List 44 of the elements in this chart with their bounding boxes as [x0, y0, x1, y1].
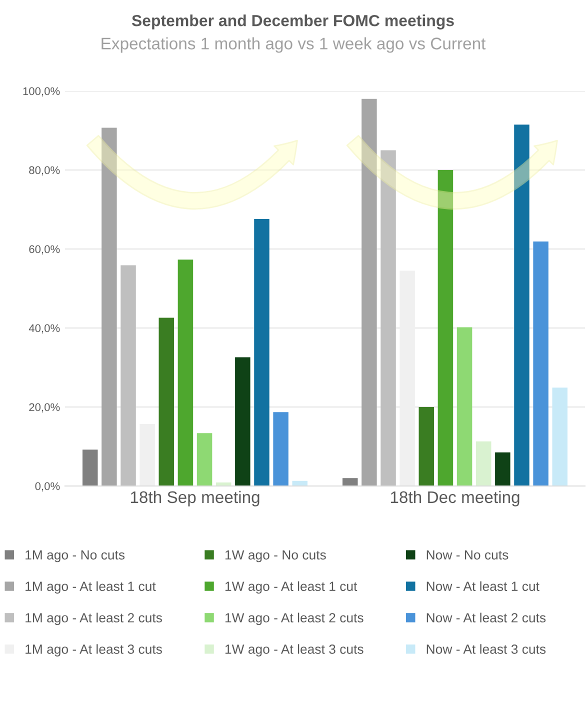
legend-label: 1M ago - At least 1 cut: [26, 581, 156, 594]
bar: [362, 98, 377, 486]
bar: [120, 265, 136, 486]
bar: [476, 441, 492, 486]
bar: [235, 357, 250, 486]
bar: [380, 150, 396, 486]
legend-label: 1W ago - At least 2 cuts: [225, 612, 364, 626]
bar: [495, 452, 510, 486]
x-tick-label: 18th Sep meeting: [130, 490, 260, 506]
chart-title: September and December FOMC meetings: [132, 14, 454, 30]
legend-label: 1W ago - At least 3 cuts: [225, 644, 364, 656]
y-tick-label: 0,0%: [35, 482, 60, 492]
legend-label: 1W ago - At least 1 cut: [225, 581, 358, 594]
bar: [456, 327, 472, 486]
legend-label: 1M ago - At least 3 cuts: [26, 644, 162, 656]
chart-subtitle: Expectations 1 month ago vs 1 week ago vs Current: [102, 37, 486, 53]
x-tick-label: 18th Dec meeting: [390, 490, 520, 506]
legend-label: 1M ago - At least 2 cuts: [26, 612, 162, 626]
legend-label: Now - At least 2 cuts: [426, 612, 546, 622]
y-tick-label: 100,0%: [23, 87, 60, 96]
bar: [273, 412, 288, 486]
bar: [438, 170, 454, 486]
bar: [158, 318, 174, 486]
y-tick-label: 40,0%: [28, 324, 60, 334]
y-tick-label: 60,0%: [29, 245, 60, 254]
legend-label: 1M ago - No cuts: [26, 550, 125, 562]
bar: [342, 478, 358, 486]
bar: [102, 128, 117, 486]
bar: [552, 388, 568, 486]
bar: [533, 241, 548, 486]
bar: [254, 218, 270, 486]
bar: [82, 450, 98, 486]
y-tick-label: 80,0%: [29, 166, 60, 176]
bar: [196, 433, 212, 486]
legend-label: Now - At least 3 cuts: [426, 644, 546, 654]
legend-label: 1W ago - No cuts: [225, 550, 326, 562]
y-tick-label: 20,0%: [29, 403, 60, 412]
bar: [400, 270, 415, 486]
legend-label: Now - No cuts: [426, 550, 508, 560]
bar: [514, 124, 530, 486]
bar: [140, 424, 155, 486]
legend-label: Now - At least 1 cut: [426, 581, 540, 591]
bar: [178, 260, 194, 486]
bar: [418, 407, 434, 486]
